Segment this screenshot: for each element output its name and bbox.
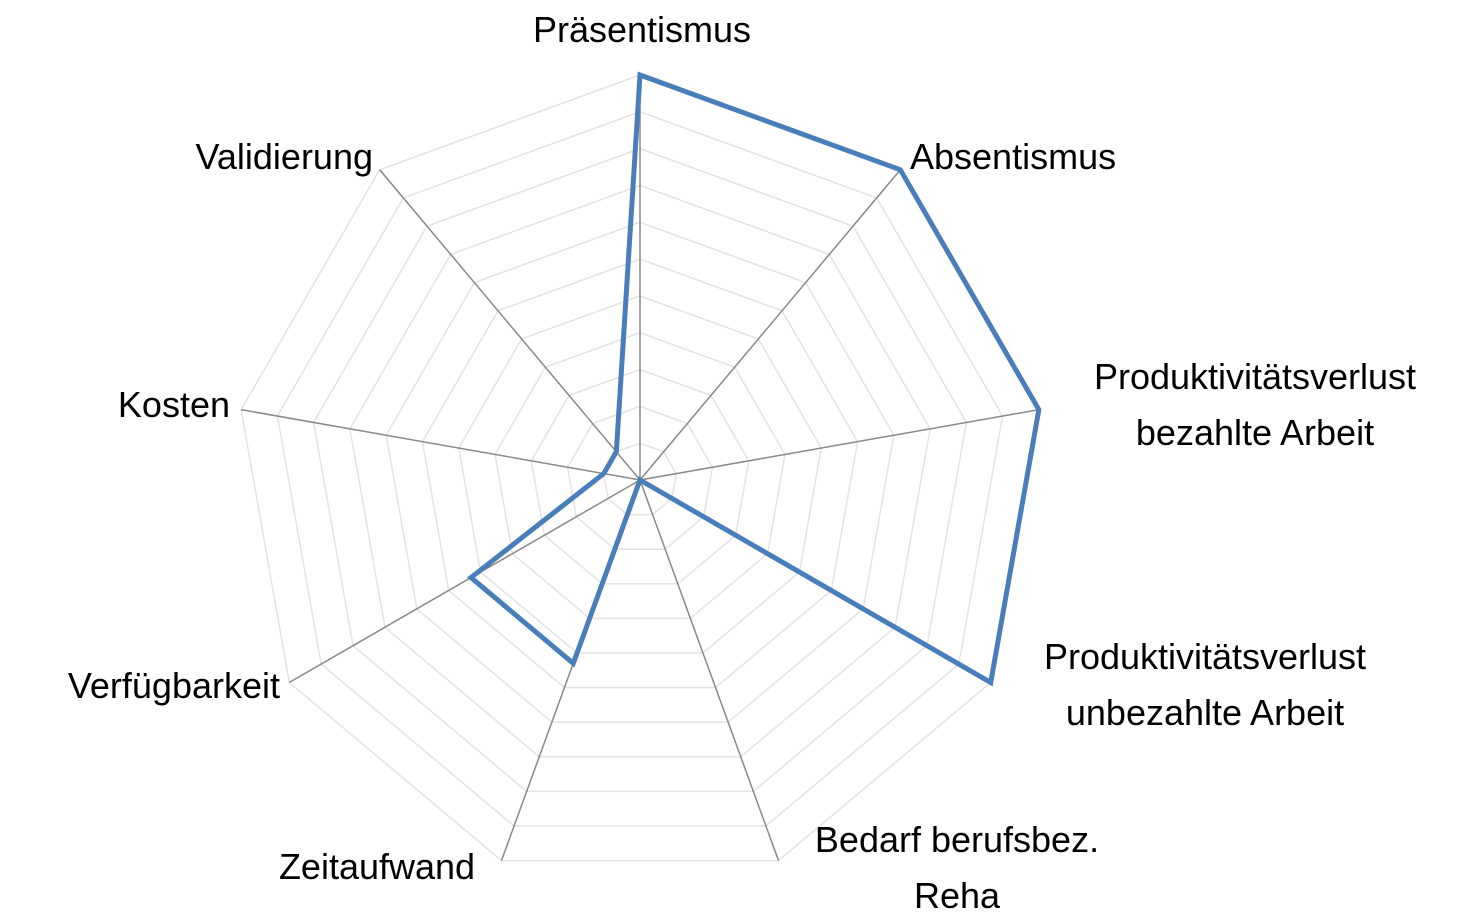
grid-ring — [349, 184, 931, 758]
grid-ring — [312, 147, 968, 793]
category-label: Kosten — [117, 384, 230, 425]
grid-ring — [276, 111, 1004, 827]
grid-ring — [566, 405, 714, 550]
category-label: Produktivitätsverlust unbezahlte Arbeit — [1043, 636, 1367, 733]
category-label: Absentismus — [910, 136, 1117, 177]
category-label: Bedarf berufsbez. Reha — [814, 819, 1100, 913]
axis-line — [639, 169, 901, 481]
axis-line — [639, 479, 780, 861]
grid-ring — [421, 258, 859, 689]
category-label: Verfügbarkeit — [67, 665, 280, 706]
grid-ring — [530, 368, 750, 585]
category-label: Präsentismus — [532, 9, 752, 50]
data-line — [467, 71, 1042, 687]
grid-ring — [385, 221, 895, 723]
axis-line — [241, 408, 641, 481]
axis-line — [379, 169, 641, 481]
axis-line — [639, 408, 1039, 481]
grid-ring — [494, 331, 786, 620]
category-label: Produktivitätsverlust bezahlte Arbeit — [1093, 356, 1417, 453]
grid-ring — [457, 295, 823, 654]
axis-line — [288, 479, 641, 684]
category-label: Zeitaufwand — [278, 846, 476, 887]
category-label: Validierung — [195, 136, 373, 177]
